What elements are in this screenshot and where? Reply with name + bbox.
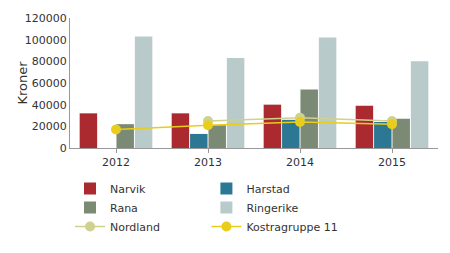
svg-text:2014: 2014 (286, 156, 314, 169)
svg-text:100000: 100000 (25, 34, 67, 47)
svg-text:2012: 2012 (102, 156, 130, 169)
svg-text:20000: 20000 (32, 120, 67, 133)
svg-text:2013: 2013 (194, 156, 222, 169)
svg-text:40000: 40000 (32, 99, 67, 112)
svg-text:Kroner: Kroner (15, 61, 30, 105)
svg-text:60000: 60000 (32, 77, 67, 90)
svg-text:80000: 80000 (32, 55, 67, 68)
svg-text:Rana: Rana (110, 202, 138, 215)
svg-text:Harstad: Harstad (246, 183, 289, 196)
svg-text:Ringerike: Ringerike (246, 202, 298, 215)
svg-text:Kostragruppe 11: Kostragruppe 11 (246, 221, 337, 234)
svg-text:0: 0 (60, 142, 67, 155)
svg-text:Nordland: Nordland (110, 221, 160, 234)
svg-text:2015: 2015 (378, 156, 406, 169)
svg-text:Narvik: Narvik (110, 183, 146, 196)
svg-text:120000: 120000 (25, 12, 67, 25)
